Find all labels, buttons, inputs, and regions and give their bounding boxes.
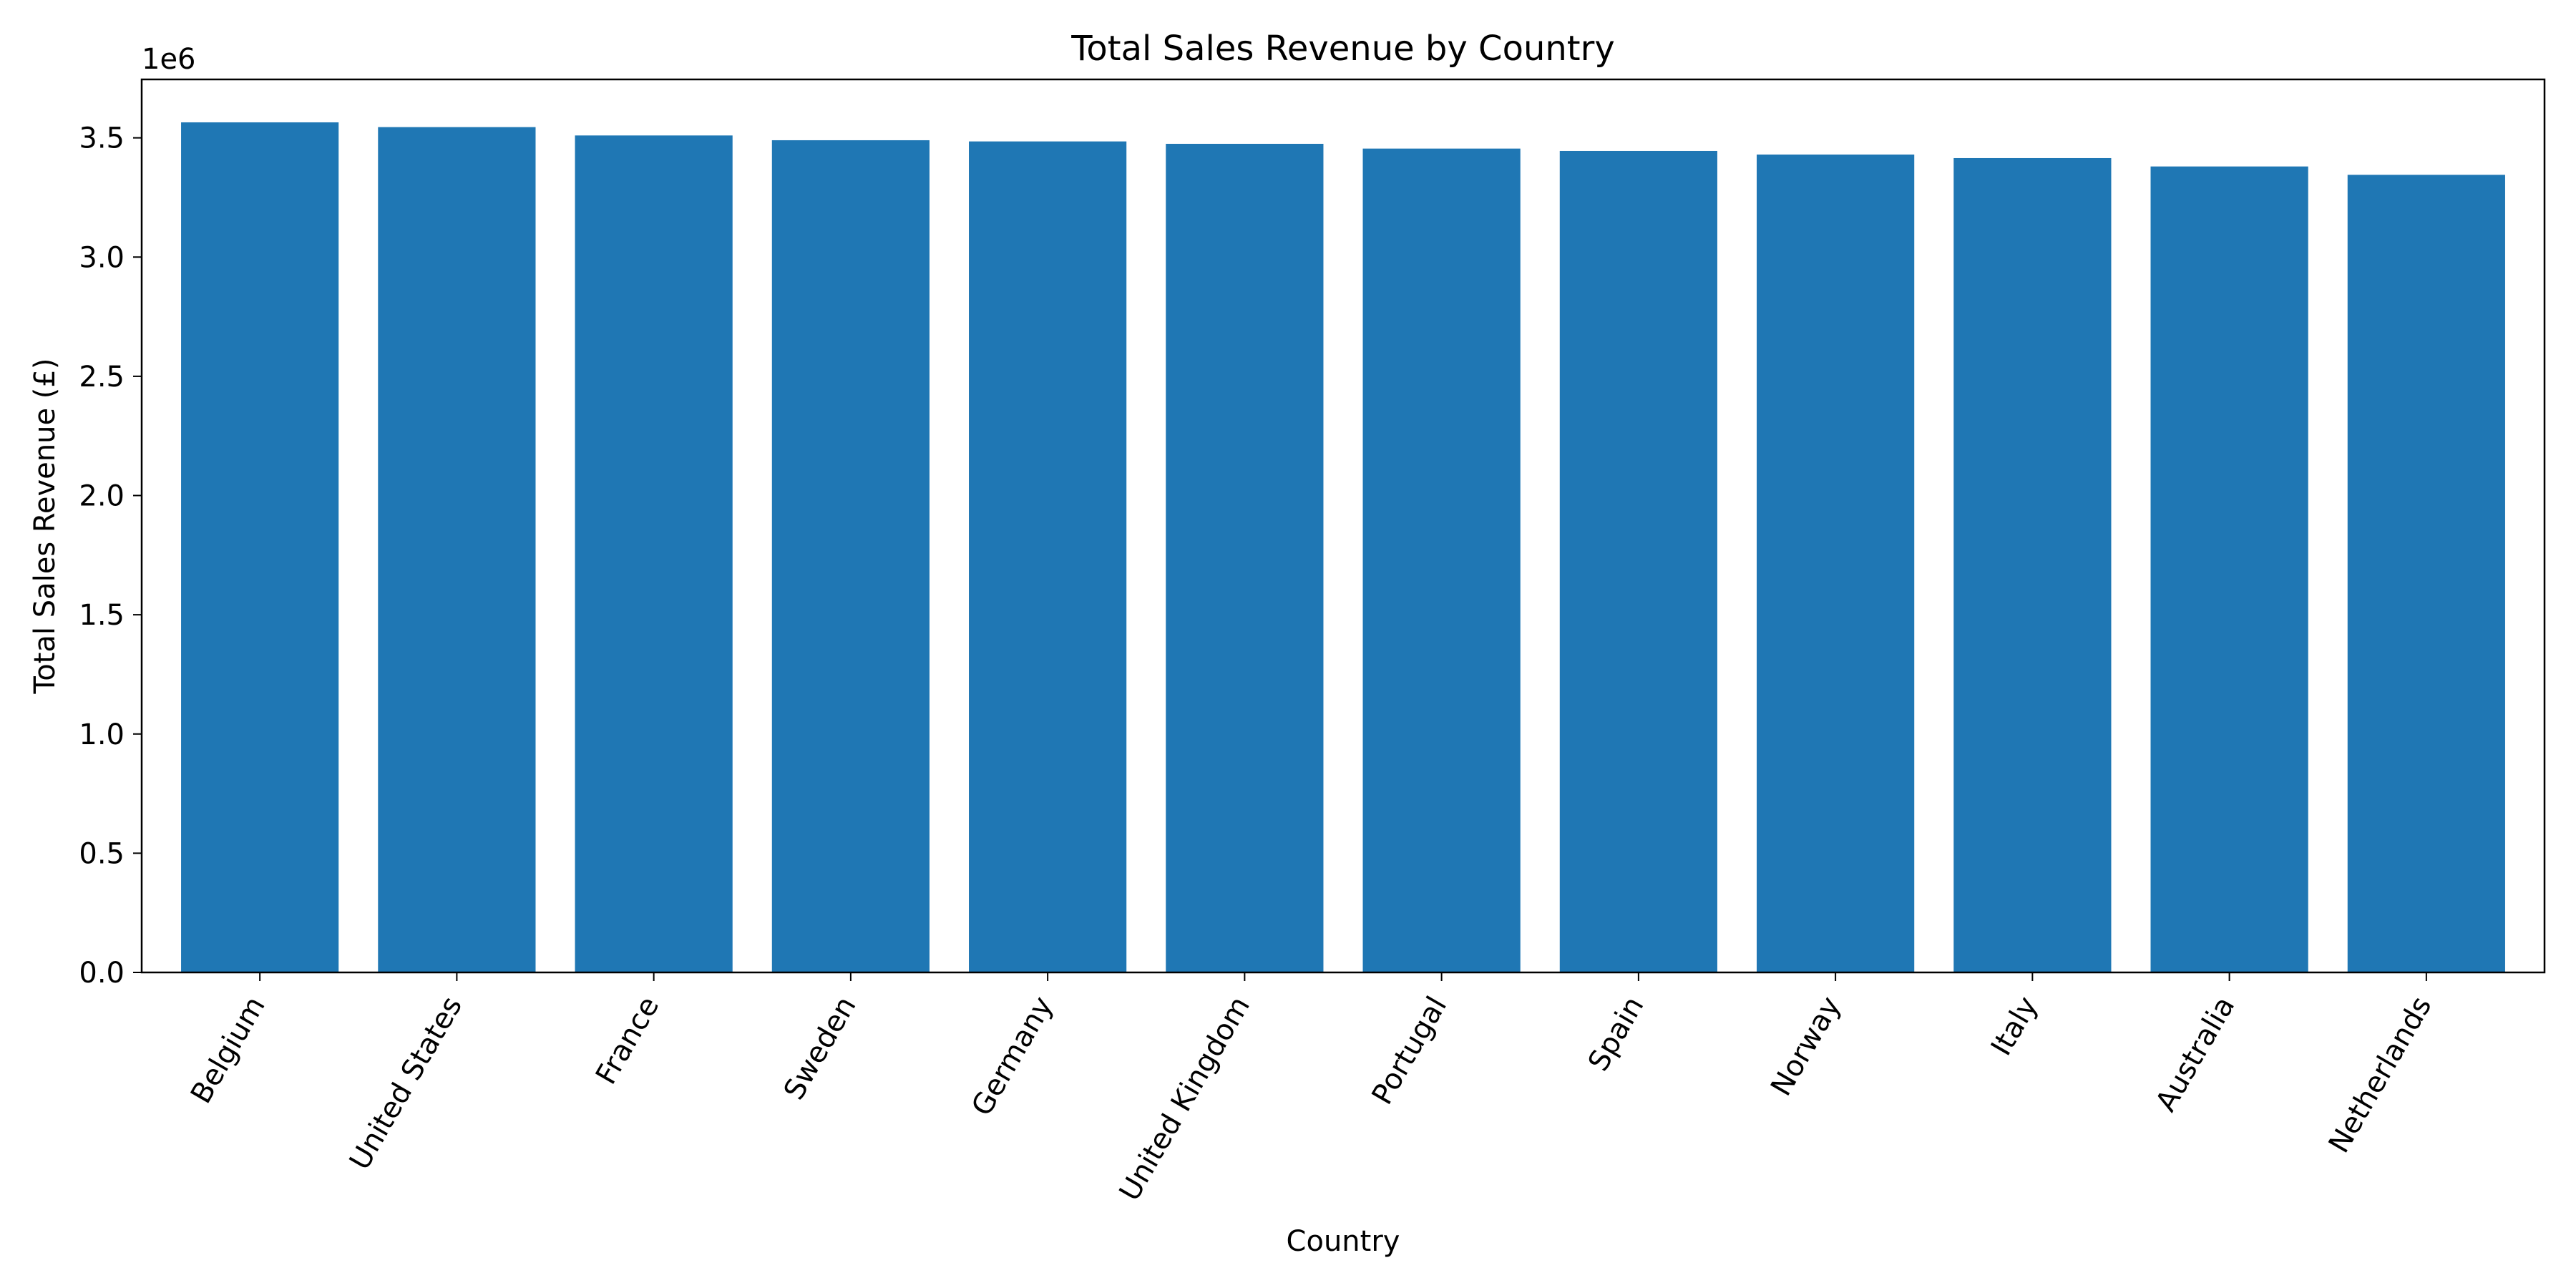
bar [378,127,536,972]
bar [575,135,733,973]
plot-frame [140,78,2546,974]
bar [1166,143,1324,973]
y-tick-label: 3.0 [79,241,125,274]
y-tick-label: 2.0 [79,480,125,513]
chart-title: Total Sales Revenue by Country [1070,29,1615,69]
bar [969,141,1127,972]
y-tick-label: 1.5 [79,599,125,632]
y-axis: 0.0 0.5 1.0 1.5 2.0 2.5 3.0 3.5 [79,122,142,990]
y-tick-label: 1.0 [79,718,125,751]
bar [1559,150,1717,973]
y-axis-label: Total Sales Revenue (£) [29,358,62,695]
bar [1953,157,2112,973]
y-tick-label: 0.0 [79,957,125,990]
bars-group [181,122,2505,973]
bar [2347,175,2505,972]
bar [2150,166,2308,973]
y-axis-offset-label: 1e6 [142,43,196,76]
bar [1757,154,1915,973]
bar [181,122,339,972]
y-tick-label: 2.5 [79,361,125,394]
y-tick-label: 3.5 [79,122,125,155]
bar [1362,148,1521,972]
x-axis-label: Country [1287,1225,1400,1258]
bar [771,140,930,973]
y-tick-label: 0.5 [79,837,125,870]
